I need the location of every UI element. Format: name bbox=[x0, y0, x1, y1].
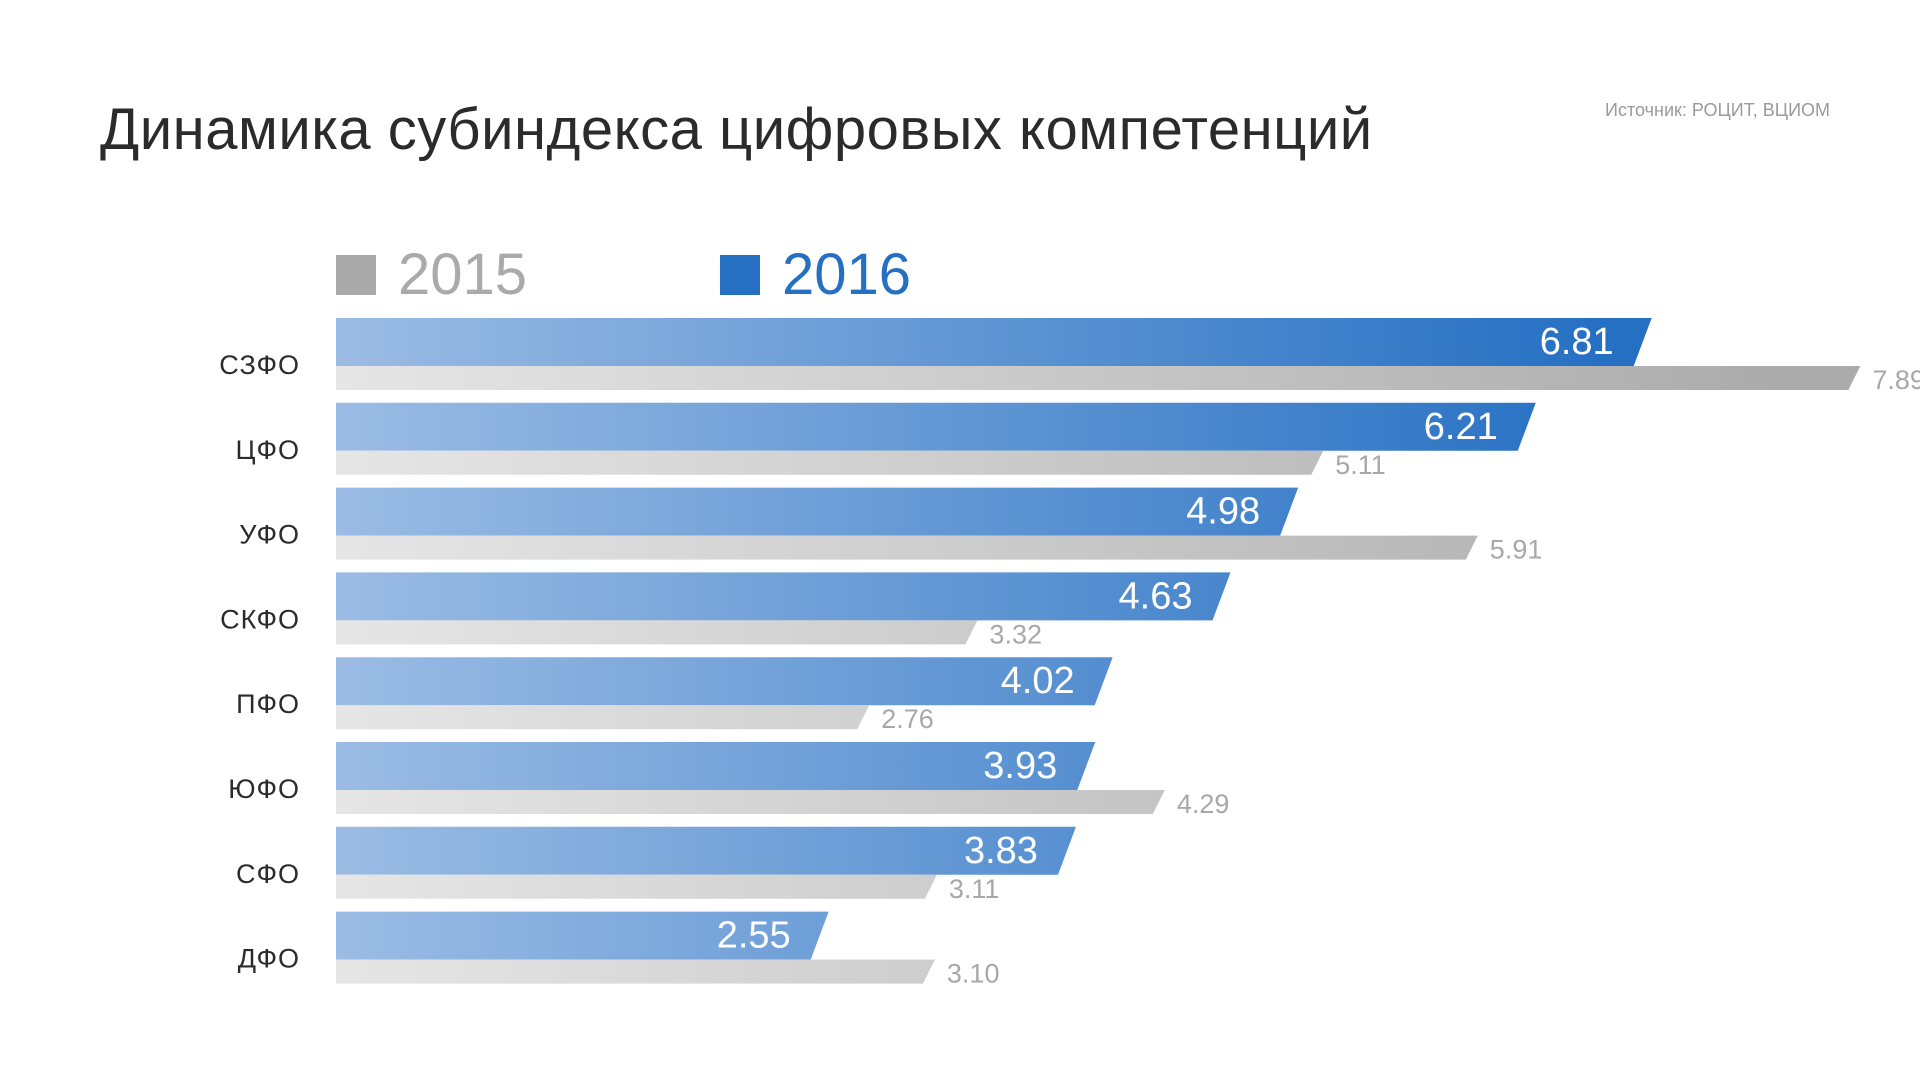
bar-2016-row-8 bbox=[336, 911, 829, 960]
category-label-row-2: ЦФО bbox=[235, 435, 300, 465]
value-label-2015-row-8: 3.10 bbox=[947, 959, 1000, 989]
value-label-2016-row-4: 4.63 bbox=[1119, 575, 1193, 617]
category-label-row-5: ПФО bbox=[236, 689, 300, 719]
legend-label-2015: 2015 bbox=[398, 242, 528, 307]
value-label-2016-row-7: 3.83 bbox=[964, 830, 1038, 872]
bar-2016-row-5 bbox=[336, 657, 1113, 706]
legend-swatch-2016 bbox=[720, 255, 760, 295]
bar-2015-row-6 bbox=[336, 790, 1165, 814]
value-label-2015-row-1: 7.89 bbox=[1872, 365, 1920, 395]
bar-2016-row-4 bbox=[336, 572, 1231, 621]
legend-swatch-2015 bbox=[336, 255, 376, 295]
value-label-2015-row-5: 2.76 bbox=[881, 704, 934, 734]
source-note: Источник: РОЦИТ, ВЦИОМ bbox=[1605, 100, 1830, 120]
legend-item-2016: 2016 bbox=[720, 245, 911, 305]
bar-2016-row-3 bbox=[336, 487, 1299, 536]
bar-2016-row-2 bbox=[336, 402, 1536, 451]
bar-2016-row-6 bbox=[336, 742, 1096, 790]
category-label-row-1: СЗФО bbox=[219, 350, 300, 380]
legend-item-2015: 2015 bbox=[336, 245, 527, 305]
value-label-2016-row-2: 6.21 bbox=[1424, 406, 1498, 448]
bar-2015-row-2 bbox=[336, 450, 1324, 475]
value-label-2015-row-2: 5.11 bbox=[1335, 450, 1386, 480]
category-label-row-4: СКФО bbox=[220, 604, 300, 634]
category-label-row-3: УФО bbox=[239, 520, 300, 550]
value-label-2016-row-8: 2.55 bbox=[717, 915, 791, 957]
bar-2016-row-1 bbox=[336, 318, 1652, 366]
bar-2015-row-3 bbox=[336, 535, 1478, 560]
chart-title: Динамика субиндекса цифровых компетенций bbox=[100, 97, 1373, 162]
value-label-2016-row-1: 6.81 bbox=[1540, 321, 1614, 363]
value-label-2015-row-6: 4.29 bbox=[1177, 789, 1230, 819]
legend-label-2016: 2016 bbox=[782, 242, 912, 307]
value-label-2015-row-4: 3.32 bbox=[989, 619, 1042, 649]
bar-2016-row-7 bbox=[336, 826, 1076, 875]
bar-2015-row-7 bbox=[336, 874, 937, 899]
category-label-row-8: ДФО bbox=[238, 944, 300, 974]
category-label-row-6: ЮФО bbox=[228, 774, 300, 804]
bar-2015-row-4 bbox=[336, 620, 978, 645]
bar-2015-row-1 bbox=[336, 366, 1861, 390]
value-label-2016-row-6: 3.93 bbox=[983, 745, 1057, 787]
value-label-2016-row-3: 4.98 bbox=[1186, 491, 1260, 533]
value-label-2016-row-5: 4.02 bbox=[1001, 660, 1075, 702]
category-label-row-7: СФО bbox=[236, 859, 300, 889]
bar-2015-row-5 bbox=[336, 705, 870, 730]
value-label-2015-row-7: 3.11 bbox=[949, 874, 1000, 904]
bar-2015-row-8 bbox=[336, 959, 935, 984]
value-label-2015-row-3: 5.91 bbox=[1490, 535, 1543, 565]
